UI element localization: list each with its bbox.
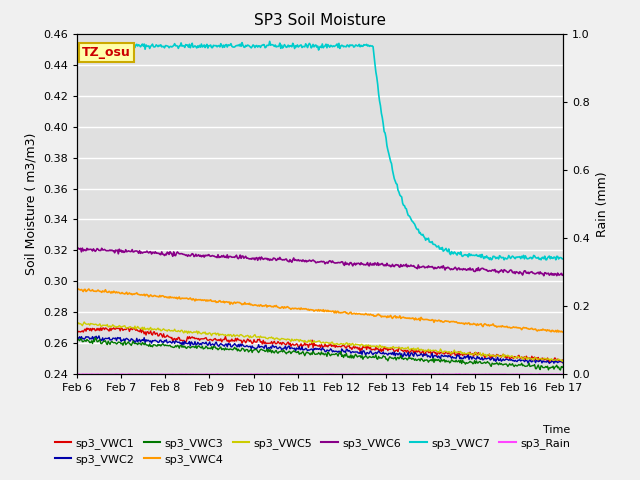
sp3_VWC4 [240, 301, 248, 307]
Line: sp3_VWC6: sp3_VWC6 [77, 248, 563, 276]
sp3_VWC4 [74, 286, 81, 292]
sp3_VWC4 [536, 327, 544, 333]
sp3_VWC2 [129, 336, 136, 342]
sp3_VWC3 [363, 354, 371, 360]
Line: sp3_VWC7: sp3_VWC7 [77, 41, 563, 260]
Legend: sp3_VWC1, sp3_VWC2, sp3_VWC3, sp3_VWC4, sp3_VWC5, sp3_VWC6, sp3_VWC7, sp3_Rain: sp3_VWC1, sp3_VWC2, sp3_VWC3, sp3_VWC4, … [51, 433, 575, 469]
sp3_VWC6 [74, 245, 81, 251]
sp3_Rain [73, 372, 81, 377]
Text: Time: Time [543, 425, 570, 435]
sp3_VWC3 [536, 367, 544, 372]
sp3_VWC6 [164, 250, 172, 256]
sp3_Rain [317, 372, 325, 377]
sp3_VWC3 [73, 338, 81, 344]
Text: TZ_osu: TZ_osu [82, 46, 131, 59]
sp3_VWC2 [164, 339, 172, 345]
sp3_VWC5 [129, 325, 136, 331]
sp3_Rain [559, 372, 567, 377]
sp3_VWC2 [545, 360, 553, 366]
sp3_VWC3 [559, 363, 567, 369]
sp3_VWC7 [488, 257, 495, 263]
sp3_VWC5 [73, 320, 81, 326]
sp3_VWC6 [129, 247, 136, 252]
sp3_VWC6 [240, 255, 248, 261]
Y-axis label: Soil Moisture ( m3/m3): Soil Moisture ( m3/m3) [24, 133, 37, 275]
sp3_VWC4 [129, 292, 136, 298]
sp3_VWC7 [127, 42, 135, 48]
sp3_VWC1 [164, 334, 172, 339]
Line: sp3_VWC3: sp3_VWC3 [77, 338, 563, 370]
sp3_VWC7 [519, 255, 527, 261]
sp3_VWC5 [363, 342, 371, 348]
sp3_Rain [363, 372, 371, 377]
sp3_VWC3 [129, 340, 136, 346]
Line: sp3_VWC4: sp3_VWC4 [77, 289, 563, 332]
sp3_VWC5 [81, 319, 88, 325]
sp3_VWC1 [536, 356, 544, 361]
sp3_Rain [518, 372, 525, 377]
sp3_VWC5 [164, 327, 172, 333]
sp3_Rain [163, 372, 171, 377]
sp3_VWC3 [164, 343, 172, 348]
sp3_VWC5 [559, 359, 566, 364]
sp3_Rain [537, 372, 545, 377]
sp3_VWC2 [73, 335, 81, 340]
sp3_VWC7 [363, 41, 371, 47]
sp3_VWC1 [240, 337, 248, 343]
sp3_VWC3 [92, 335, 99, 341]
sp3_VWC4 [518, 327, 525, 333]
sp3_VWC5 [518, 354, 525, 360]
sp3_VWC6 [540, 273, 548, 278]
sp3_VWC1 [363, 347, 371, 352]
Line: sp3_VWC1: sp3_VWC1 [77, 328, 563, 363]
sp3_VWC7 [266, 38, 273, 44]
sp3_VWC1 [559, 357, 567, 363]
sp3_VWC4 [559, 329, 567, 335]
sp3_VWC5 [536, 356, 544, 361]
sp3_VWC6 [536, 269, 544, 275]
Line: sp3_VWC5: sp3_VWC5 [77, 322, 563, 361]
sp3_VWC2 [536, 358, 544, 363]
sp3_VWC7 [537, 257, 545, 263]
sp3_VWC2 [240, 343, 248, 349]
sp3_VWC2 [95, 333, 103, 339]
sp3_VWC3 [518, 360, 525, 366]
sp3_VWC7 [559, 256, 567, 262]
sp3_VWC7 [73, 43, 81, 48]
sp3_VWC1 [518, 354, 525, 360]
sp3_VWC3 [240, 347, 248, 352]
sp3_VWC4 [73, 286, 81, 292]
sp3_VWC1 [545, 360, 553, 366]
sp3_VWC2 [518, 357, 525, 363]
sp3_Rain [127, 372, 135, 377]
sp3_VWC6 [518, 271, 525, 276]
sp3_VWC6 [559, 272, 567, 277]
sp3_VWC4 [363, 312, 371, 317]
sp3_VWC6 [73, 246, 81, 252]
sp3_VWC6 [363, 262, 371, 267]
sp3_VWC7 [239, 42, 247, 48]
sp3_VWC4 [164, 294, 172, 300]
sp3_VWC2 [559, 360, 567, 366]
sp3_VWC5 [240, 334, 248, 340]
sp3_VWC1 [73, 326, 81, 332]
sp3_VWC1 [124, 325, 131, 331]
sp3_VWC2 [363, 350, 371, 356]
sp3_Rain [536, 371, 543, 377]
Y-axis label: Rain (mm): Rain (mm) [596, 171, 609, 237]
sp3_VWC1 [129, 327, 136, 333]
sp3_VWC7 [163, 43, 171, 49]
sp3_VWC3 [557, 367, 564, 373]
sp3_Rain [239, 372, 247, 377]
sp3_VWC4 [559, 329, 566, 335]
Title: SP3 Soil Moisture: SP3 Soil Moisture [254, 13, 386, 28]
sp3_VWC5 [559, 358, 567, 363]
Line: sp3_VWC2: sp3_VWC2 [77, 336, 563, 363]
